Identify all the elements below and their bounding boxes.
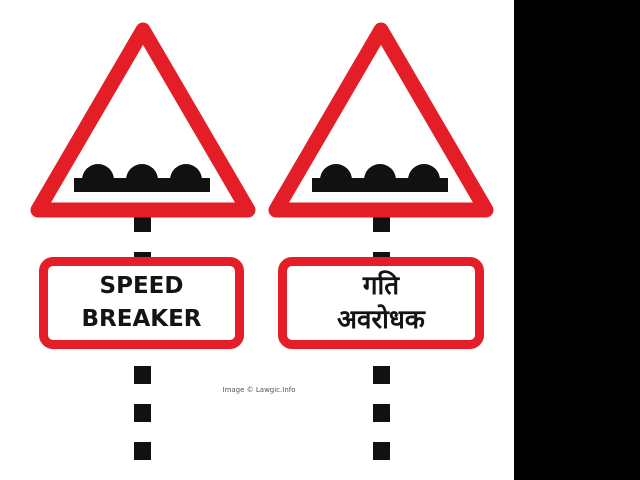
warning-triangle-icon <box>30 22 256 218</box>
road-hump-icon <box>312 164 448 192</box>
sign-plate: SPEED BREAKER <box>39 257 244 349</box>
warning-triangle-icon <box>268 22 494 218</box>
black-margin <box>514 0 640 480</box>
sign-plate: गति अवरोधक <box>278 257 484 349</box>
sign-text-english: SPEED BREAKER <box>81 273 202 332</box>
image-credit: Image © Lawgic.Info <box>222 386 296 394</box>
road-hump-icon <box>74 164 210 192</box>
sign-text-hindi: गति अवरोधक <box>337 271 425 335</box>
image-canvas: SPEED BREAKER गति अवरोधक Image © Lawgic.… <box>0 0 514 480</box>
